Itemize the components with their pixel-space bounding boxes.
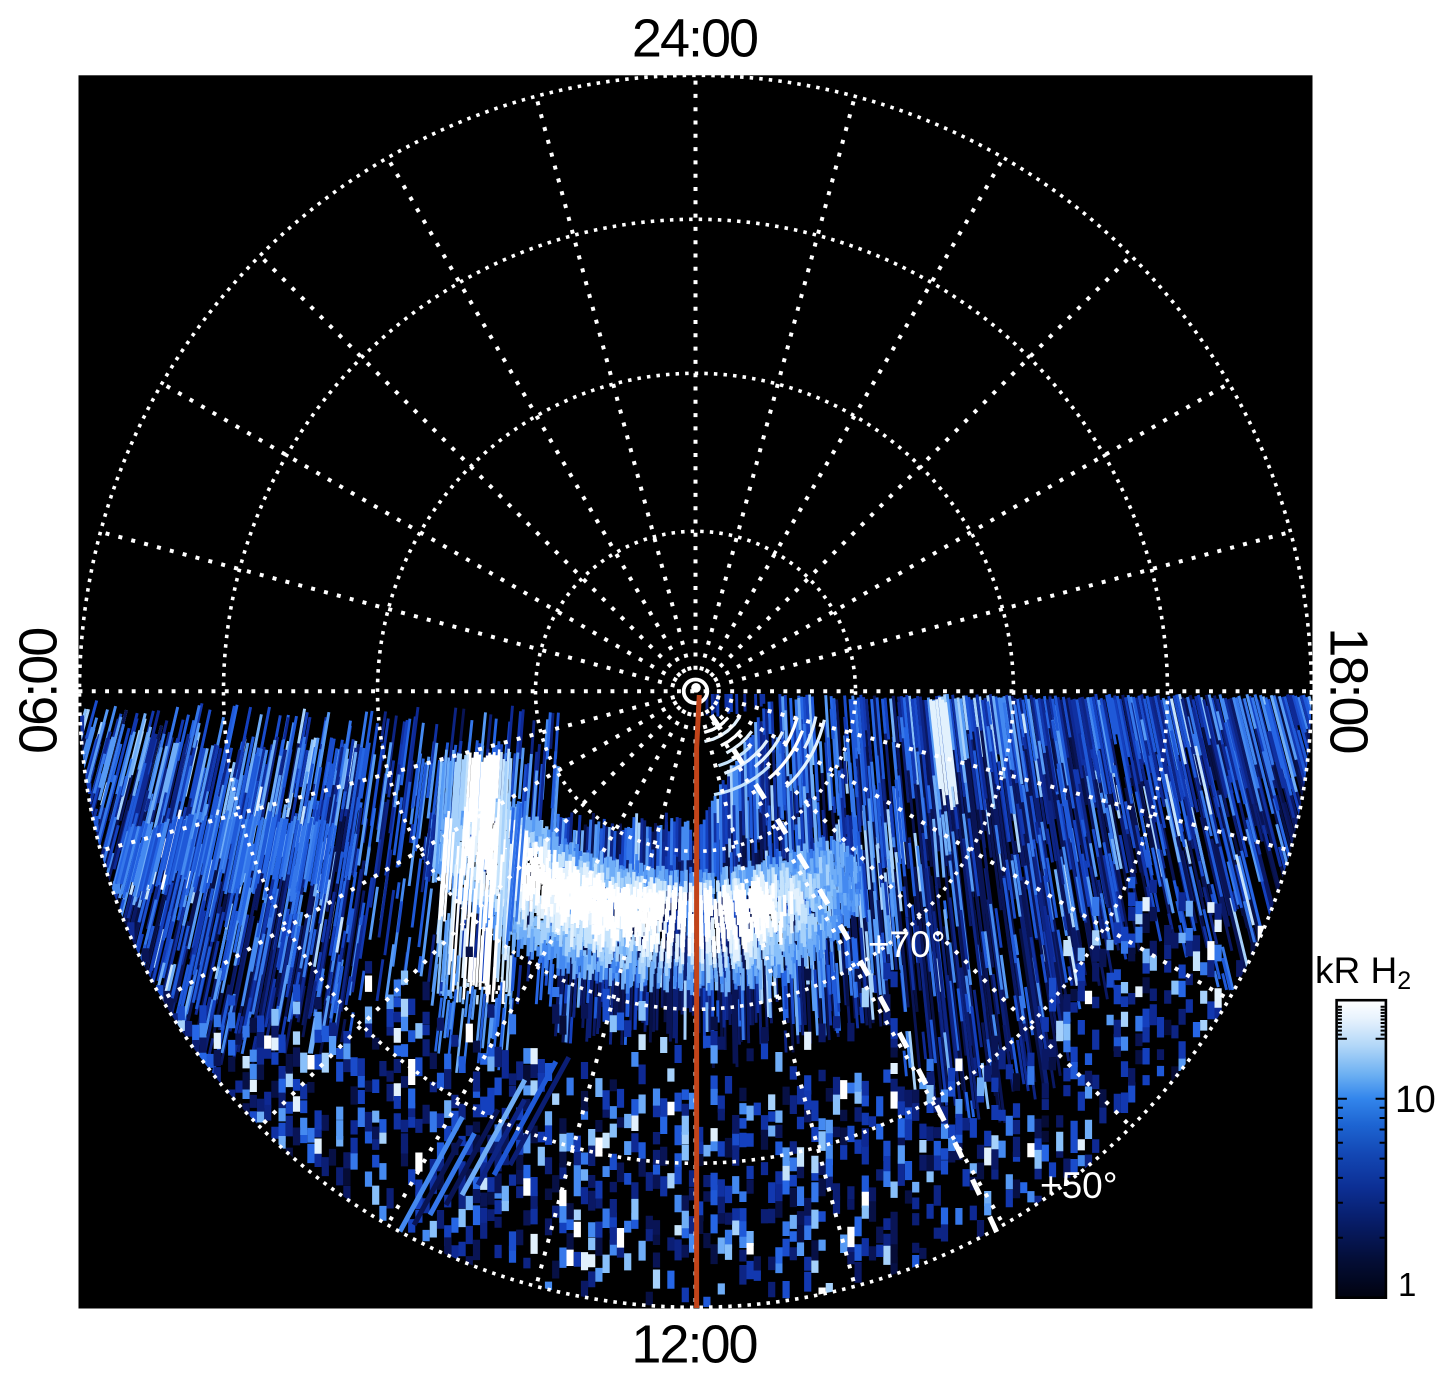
svg-text:12:00: 12:00 — [631, 1315, 756, 1375]
svg-text:10: 10 — [1395, 1079, 1435, 1121]
svg-text:18:00: 18:00 — [1319, 627, 1379, 752]
svg-text:kR H2: kR H2 — [1315, 950, 1411, 995]
svg-text:+50°: +50° — [1040, 1165, 1118, 1206]
svg-text:+70°: +70° — [868, 924, 946, 965]
svg-text:06:00: 06:00 — [9, 629, 69, 754]
svg-text:24:00: 24:00 — [632, 9, 757, 69]
svg-text:1: 1 — [1398, 1266, 1416, 1303]
